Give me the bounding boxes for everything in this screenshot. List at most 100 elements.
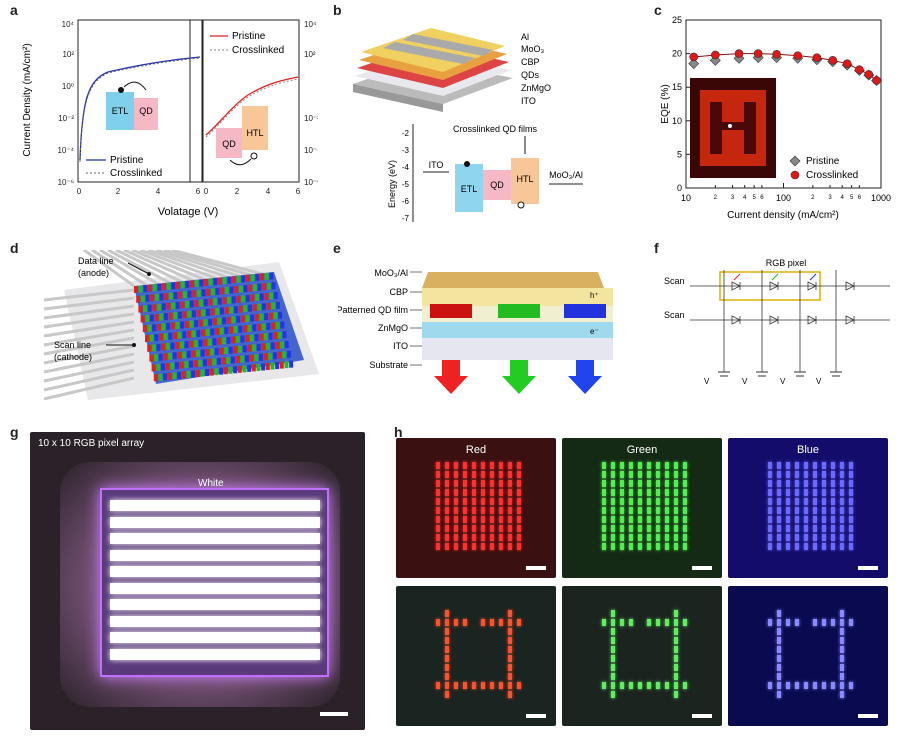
d-subpixel [168,292,173,300]
h-pixel [840,682,844,689]
h-pixel [517,525,521,532]
h-pixel [804,462,808,469]
d-subpixel [161,303,166,311]
a-ytick: 10⁻² [58,114,74,123]
d-subpixel [230,356,235,364]
h-pixel [665,480,669,487]
d-subpixel [251,364,256,372]
d-subpixel [263,353,268,361]
h-pixel [508,628,512,635]
h-pixel [831,534,835,541]
e-red-emission-arrow [434,360,468,394]
f-vdata-label: V [816,377,822,386]
d-subpixel [151,364,156,372]
g-white-label: White [198,478,224,489]
h-pixel [445,691,449,698]
a-ytick-r: 10⁻² [304,114,318,123]
d-subpixel [184,321,189,328]
d-subpixel [198,319,203,327]
g-title: 10 x 10 RGB pixel array [38,438,145,449]
d-subpixel [252,284,257,292]
d-subpixel [289,360,294,368]
d-subpixel [180,281,185,289]
d-subpixel [268,352,273,360]
d-subpixel [173,332,177,340]
a-ytick-r: 10⁻⁴ [304,146,318,155]
h-pixel [804,543,808,550]
h-pixel [638,480,642,487]
h-pixel [795,498,799,505]
d-subpixel [145,335,149,342]
h-pixel [517,619,521,626]
h-pixel [786,525,790,532]
b-ylabel: Energy (eV) [387,160,397,208]
a-xtick: 6 [296,187,301,196]
h-pixel [822,534,826,541]
d-subpixel [240,335,245,343]
h-pixel [629,507,633,514]
d-subpixel [156,363,161,371]
h-pixel [454,619,458,626]
h-pixel [481,471,485,478]
h-pixel [683,619,687,626]
h-pixel [849,516,853,523]
d-subpixel [255,273,260,281]
h-pixel [436,543,440,550]
h-pixel [454,534,458,541]
d-subpixel [189,320,194,328]
d-subpixel [163,373,168,381]
d-subpixel [245,314,250,322]
h-pixel [445,664,449,671]
h-pixel [768,525,772,532]
h-pixel [454,543,458,550]
h-pixel [602,498,606,505]
b-band-ito: ITO [429,160,444,170]
d-subpixel [271,302,276,310]
h-pixel [611,516,615,523]
d-subpixel [216,357,221,365]
c-point-crosslinked [772,49,781,59]
h-pixel [454,525,458,532]
h-pixel [656,619,660,626]
h-pixel [611,664,615,671]
h-pixel [454,682,458,689]
h-pixel [620,516,624,523]
d-subpixel [275,301,280,309]
h-pixel [472,525,476,532]
h-pixel [777,664,781,671]
h-pixel [804,498,808,505]
h-pixel [481,507,485,514]
d-subpixel [173,292,178,300]
h-pixel [822,543,826,550]
h-pixel [490,619,494,626]
c-xtick-label: 10 [681,193,691,203]
h-scale-bar [858,714,878,718]
h-pixel [665,462,669,469]
h-pixel [611,619,615,626]
device-structure-schematic: Al MoO₃ CBP QDs ZnMgO ITO -2 -3 -4 -5 -6… [353,28,583,223]
d-subpixel [226,336,231,344]
c-ytick-label: 0 [677,183,682,193]
h-pixel [656,471,660,478]
h-pixel [481,543,485,550]
d-subpixel [145,314,150,322]
g-pixel-row [110,632,320,643]
d-subpixel [215,307,220,315]
h-pixel [813,619,817,626]
h-pixel [508,646,512,653]
panel-label-g: g [10,424,19,440]
d-subpixel [256,343,261,351]
d-subpixel [229,306,234,314]
d-subpixel [266,322,271,330]
h-pixel [638,471,642,478]
h-pixel [481,489,485,496]
h-pixel [840,646,844,653]
h-pixel [665,516,669,523]
d-subpixel [206,288,211,296]
d-subpixel [193,360,198,368]
e-blue-emission-arrow [568,360,602,394]
h-pixel [683,480,687,487]
h-pixel [840,507,844,514]
d-subpixel [166,322,171,330]
b-band-qd [483,170,511,200]
